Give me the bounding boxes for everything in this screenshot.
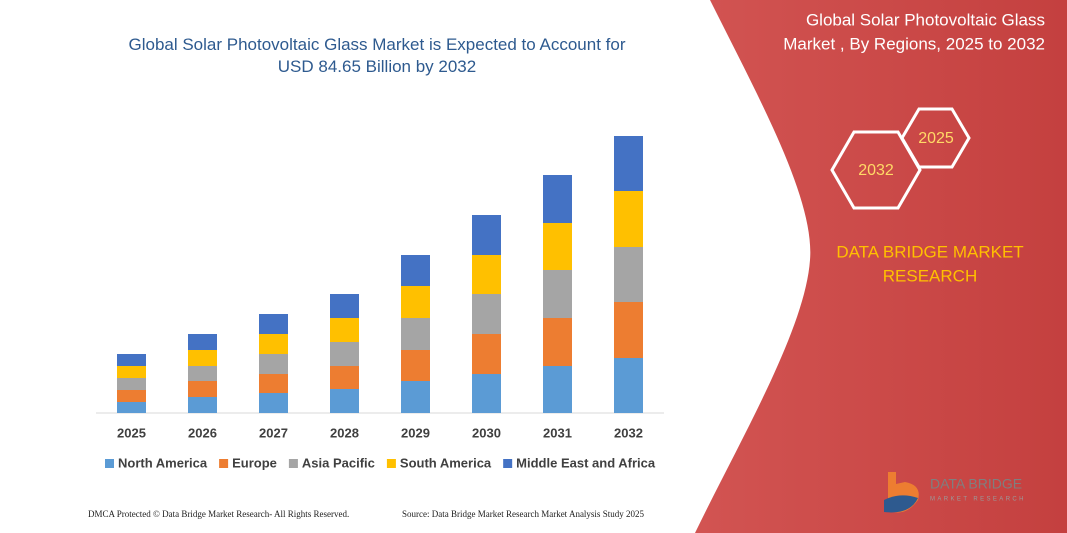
legend-label: South America (400, 455, 492, 470)
bar-segment (543, 175, 572, 223)
bar-segment (472, 255, 501, 294)
bar-segment (259, 374, 288, 393)
x-tick-label: 2025 (117, 425, 146, 440)
bar-segment (259, 393, 288, 413)
x-tick-label: 2029 (401, 425, 430, 440)
bar-segment (614, 191, 643, 247)
bar-segment (259, 334, 288, 354)
bar-segment (330, 342, 359, 366)
bar-segment (117, 378, 146, 390)
bar-segment (401, 286, 430, 318)
hexagon-label: 2025 (918, 130, 954, 147)
bar-segment (259, 314, 288, 334)
brand-text: DATA BRIDGE MARKET (836, 242, 1023, 261)
bar-segment (543, 366, 572, 413)
hexagon-label: 2032 (858, 162, 894, 179)
bar-segment (401, 381, 430, 413)
hexagon (900, 107, 971, 169)
legend-swatch (288, 459, 298, 468)
bar-segment (188, 334, 217, 350)
logo-subtext: MARKET RESEARCH (930, 497, 1026, 503)
bar-segment (401, 350, 430, 381)
bar-segment (543, 318, 572, 366)
bar-segment (543, 223, 572, 270)
bar-segment (188, 381, 217, 397)
bar-segment (543, 270, 572, 318)
side-panel (695, 0, 1067, 533)
bar-segment (614, 136, 643, 191)
logo: DATA BRIDGE MARKET RESEARCH (884, 472, 1026, 513)
bar-segment (472, 215, 501, 255)
footer-text: DMCA Protected © Data Bridge Market Rese… (88, 509, 349, 519)
bar-segment (188, 366, 217, 381)
legend-label: Middle East and Africa (516, 455, 656, 470)
bar-segment (614, 247, 643, 302)
logo-icon (884, 495, 918, 513)
legend-label: Europe (232, 455, 277, 470)
x-tick-label: 2032 (614, 425, 643, 440)
x-tick-label: 2027 (259, 425, 288, 440)
bar-segment (330, 389, 359, 413)
chart-title: Global Solar Photovoltaic Glass Market i… (128, 35, 626, 76)
legend-swatch (219, 459, 229, 468)
bar-segment (401, 318, 430, 350)
legend-swatch (105, 459, 114, 468)
bar-segment (614, 358, 643, 413)
bar-segment (188, 397, 217, 413)
panel-title: Market , By Regions, 2025 to 2032 (783, 34, 1045, 53)
bar-segment (330, 318, 359, 342)
x-tick-label: 2030 (472, 425, 501, 440)
brand-text: RESEARCH (883, 266, 977, 285)
bar-segment (259, 354, 288, 374)
bar-segment (401, 255, 430, 286)
bar-segment (330, 366, 359, 389)
bar-segment (188, 350, 217, 366)
x-tick-label: 2028 (330, 425, 359, 440)
legend-label: Asia Pacific (302, 455, 375, 470)
legend-swatch (386, 459, 396, 468)
legend-swatch (503, 459, 513, 468)
bar-segment (117, 354, 146, 366)
bar-segment (117, 390, 146, 402)
bar-segment (472, 334, 501, 374)
bar-segment (117, 402, 146, 413)
x-tick-label: 2031 (543, 425, 572, 440)
bar-segment (330, 294, 359, 318)
x-tick-label: 2026 (188, 425, 217, 440)
bar-segment (614, 302, 643, 358)
logo-text: DATA BRIDGE (930, 476, 1022, 492)
bar-segment (472, 374, 501, 413)
footer-text: Source: Data Bridge Market Research Mark… (402, 509, 644, 519)
legend-label: North America (118, 455, 208, 470)
bar-segment (472, 294, 501, 334)
panel-title: Global Solar Photovoltaic Glass (806, 10, 1045, 29)
bar-segment (117, 366, 146, 378)
hexagon (830, 130, 922, 210)
